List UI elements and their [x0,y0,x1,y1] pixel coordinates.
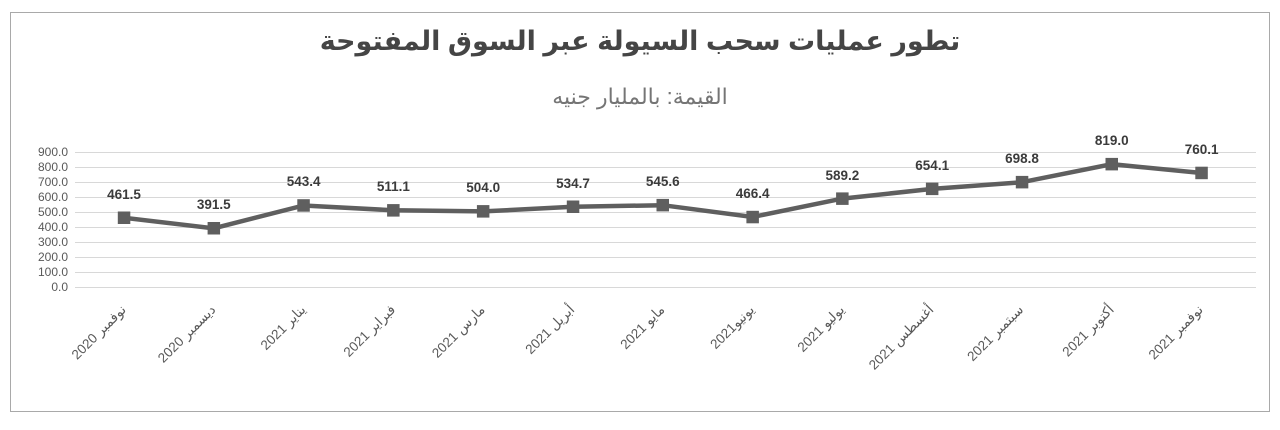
data-point-marker [1015,175,1029,189]
y-axis-tick-label: 300.0 [37,235,68,249]
data-label: 589.2 [825,167,860,183]
data-label: 511.1 [376,179,410,195]
data-label: 534.7 [556,175,590,191]
data-label: 654.1 [915,157,950,173]
chart-title: تطور عمليات سحب السيولة عبر السوق المفتو… [319,26,961,56]
data-point-marker [746,210,759,224]
y-axis-tick-label: 400.0 [37,220,68,234]
line-series [117,157,1208,235]
gridline [75,257,1256,258]
data-label: 504.0 [466,180,501,196]
gridline [75,197,1256,198]
gridline [75,212,1256,213]
data-point-marker [925,182,939,196]
data-point-marker [387,204,400,217]
data-point-marker [207,222,221,235]
data-label: 819.0 [1094,133,1129,149]
gridline [75,152,1256,153]
data-point-marker [117,211,131,224]
gridline [75,272,1256,273]
y-axis-tick-label: 700.0 [37,175,68,189]
y-axis-tick-label: 100.0 [37,265,68,279]
gridline [75,167,1256,168]
data-point-marker [566,200,580,213]
chart-subtitle: القيمة: بالمليار جنيه [552,84,728,109]
y-axis-tick-label: 600.0 [37,190,68,204]
data-point-marker [476,205,490,218]
data-point-marker [836,192,849,205]
gridline [75,182,1256,183]
data-label: 698.8 [1005,151,1039,167]
y-axis-tick-label: 200.0 [37,250,68,264]
data-label: 760.1 [1184,141,1219,157]
y-axis-tick-label: 0.0 [51,280,68,294]
y-axis-tick-label: 800.0 [37,160,68,174]
gridline [75,242,1256,243]
data-label: 391.5 [196,197,231,213]
gridline [75,227,1256,228]
data-label: 461.5 [107,186,141,202]
data-label: 543.4 [286,174,321,190]
gridline [75,287,1256,288]
data-point-marker [1195,166,1208,180]
data-point-marker [297,199,310,212]
data-label: 466.4 [735,186,770,202]
data-point-marker [656,198,669,212]
data-label: 545.6 [645,174,680,190]
y-axis-tick-label: 900.0 [37,145,68,159]
y-axis-tick-label: 500.0 [37,205,68,219]
data-point-marker [1105,157,1118,171]
